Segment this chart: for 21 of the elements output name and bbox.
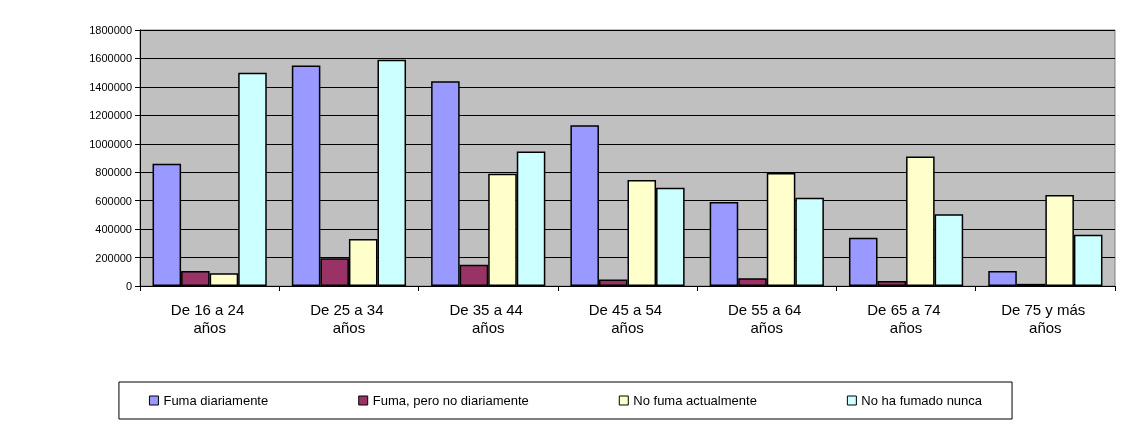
y-tick-label: 800000 [95,166,132,179]
y-tick-label: 1200000 [89,109,132,122]
legend-label: No ha fumado nunca [861,393,983,408]
y-tick-label: 1400000 [89,80,132,93]
y-tick-label: 1800000 [89,24,132,36]
x-tick-label: De 65 a 74 años [867,300,945,336]
x-tick-label: De 75 y más años [1001,300,1090,336]
legend-label: No fuma actualmente [633,393,757,408]
y-tick-label: 600000 [95,194,132,207]
x-tick-label: De 35 a 44 años [449,300,527,336]
legend-label: Fuma, pero no diariamente [372,393,529,408]
y-tick-label: 1600000 [89,52,132,65]
x-tick-label: De 45 a 54 años [588,300,667,336]
y-tick-label: 400000 [95,223,132,236]
x-tick-label: De 16 a 24 años [170,300,249,336]
x-tick-label: De 55 a 64 años [728,300,806,336]
x-tick-label: De 25 a 34 años [310,300,388,336]
y-tick-label: 1000000 [89,137,132,150]
legend-label: Fuma diariamente [163,393,269,408]
y-tick-label: 0 [125,280,132,292]
y-tick-label: 200000 [95,251,132,264]
